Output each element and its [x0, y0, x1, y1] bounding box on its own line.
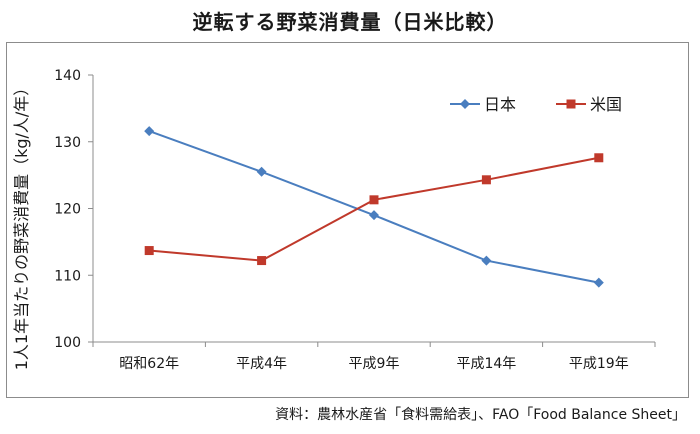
x-tick-label: 平成4年	[236, 356, 287, 372]
source-note: 資料：農林水産省「食料需給表」、FAO「Food Balance Sheet」	[275, 407, 686, 423]
data-point	[594, 153, 604, 163]
y-tick-label: 120	[54, 202, 81, 218]
data-point	[481, 175, 491, 185]
legend-label: 米国	[590, 95, 622, 114]
y-tick-label: 140	[54, 68, 81, 84]
data-point	[369, 210, 379, 221]
x-tick-label: 平成9年	[349, 356, 400, 372]
data-point	[256, 166, 267, 177]
data-point	[593, 277, 604, 288]
data-point	[144, 126, 155, 137]
series-line-usa	[149, 156, 599, 262]
legend-marker	[566, 99, 576, 109]
data-point	[257, 256, 267, 266]
y-tick-label: 130	[54, 135, 81, 151]
chart-frame	[6, 42, 689, 398]
chart-title: 逆転する野菜消費量（日米比較）	[192, 10, 508, 34]
x-tick-label: 平成19年	[569, 356, 629, 372]
y-tick-label: 100	[54, 335, 81, 351]
legend-label: 日本	[484, 95, 516, 114]
y-tick-label: 110	[54, 268, 81, 284]
series-line-japan	[148, 130, 599, 284]
data-point	[481, 255, 492, 266]
x-tick-label: 昭和62年	[119, 356, 179, 372]
legend-marker	[460, 99, 470, 109]
data-point	[144, 246, 154, 256]
data-point	[369, 195, 379, 205]
x-tick-label: 平成14年	[456, 356, 516, 372]
